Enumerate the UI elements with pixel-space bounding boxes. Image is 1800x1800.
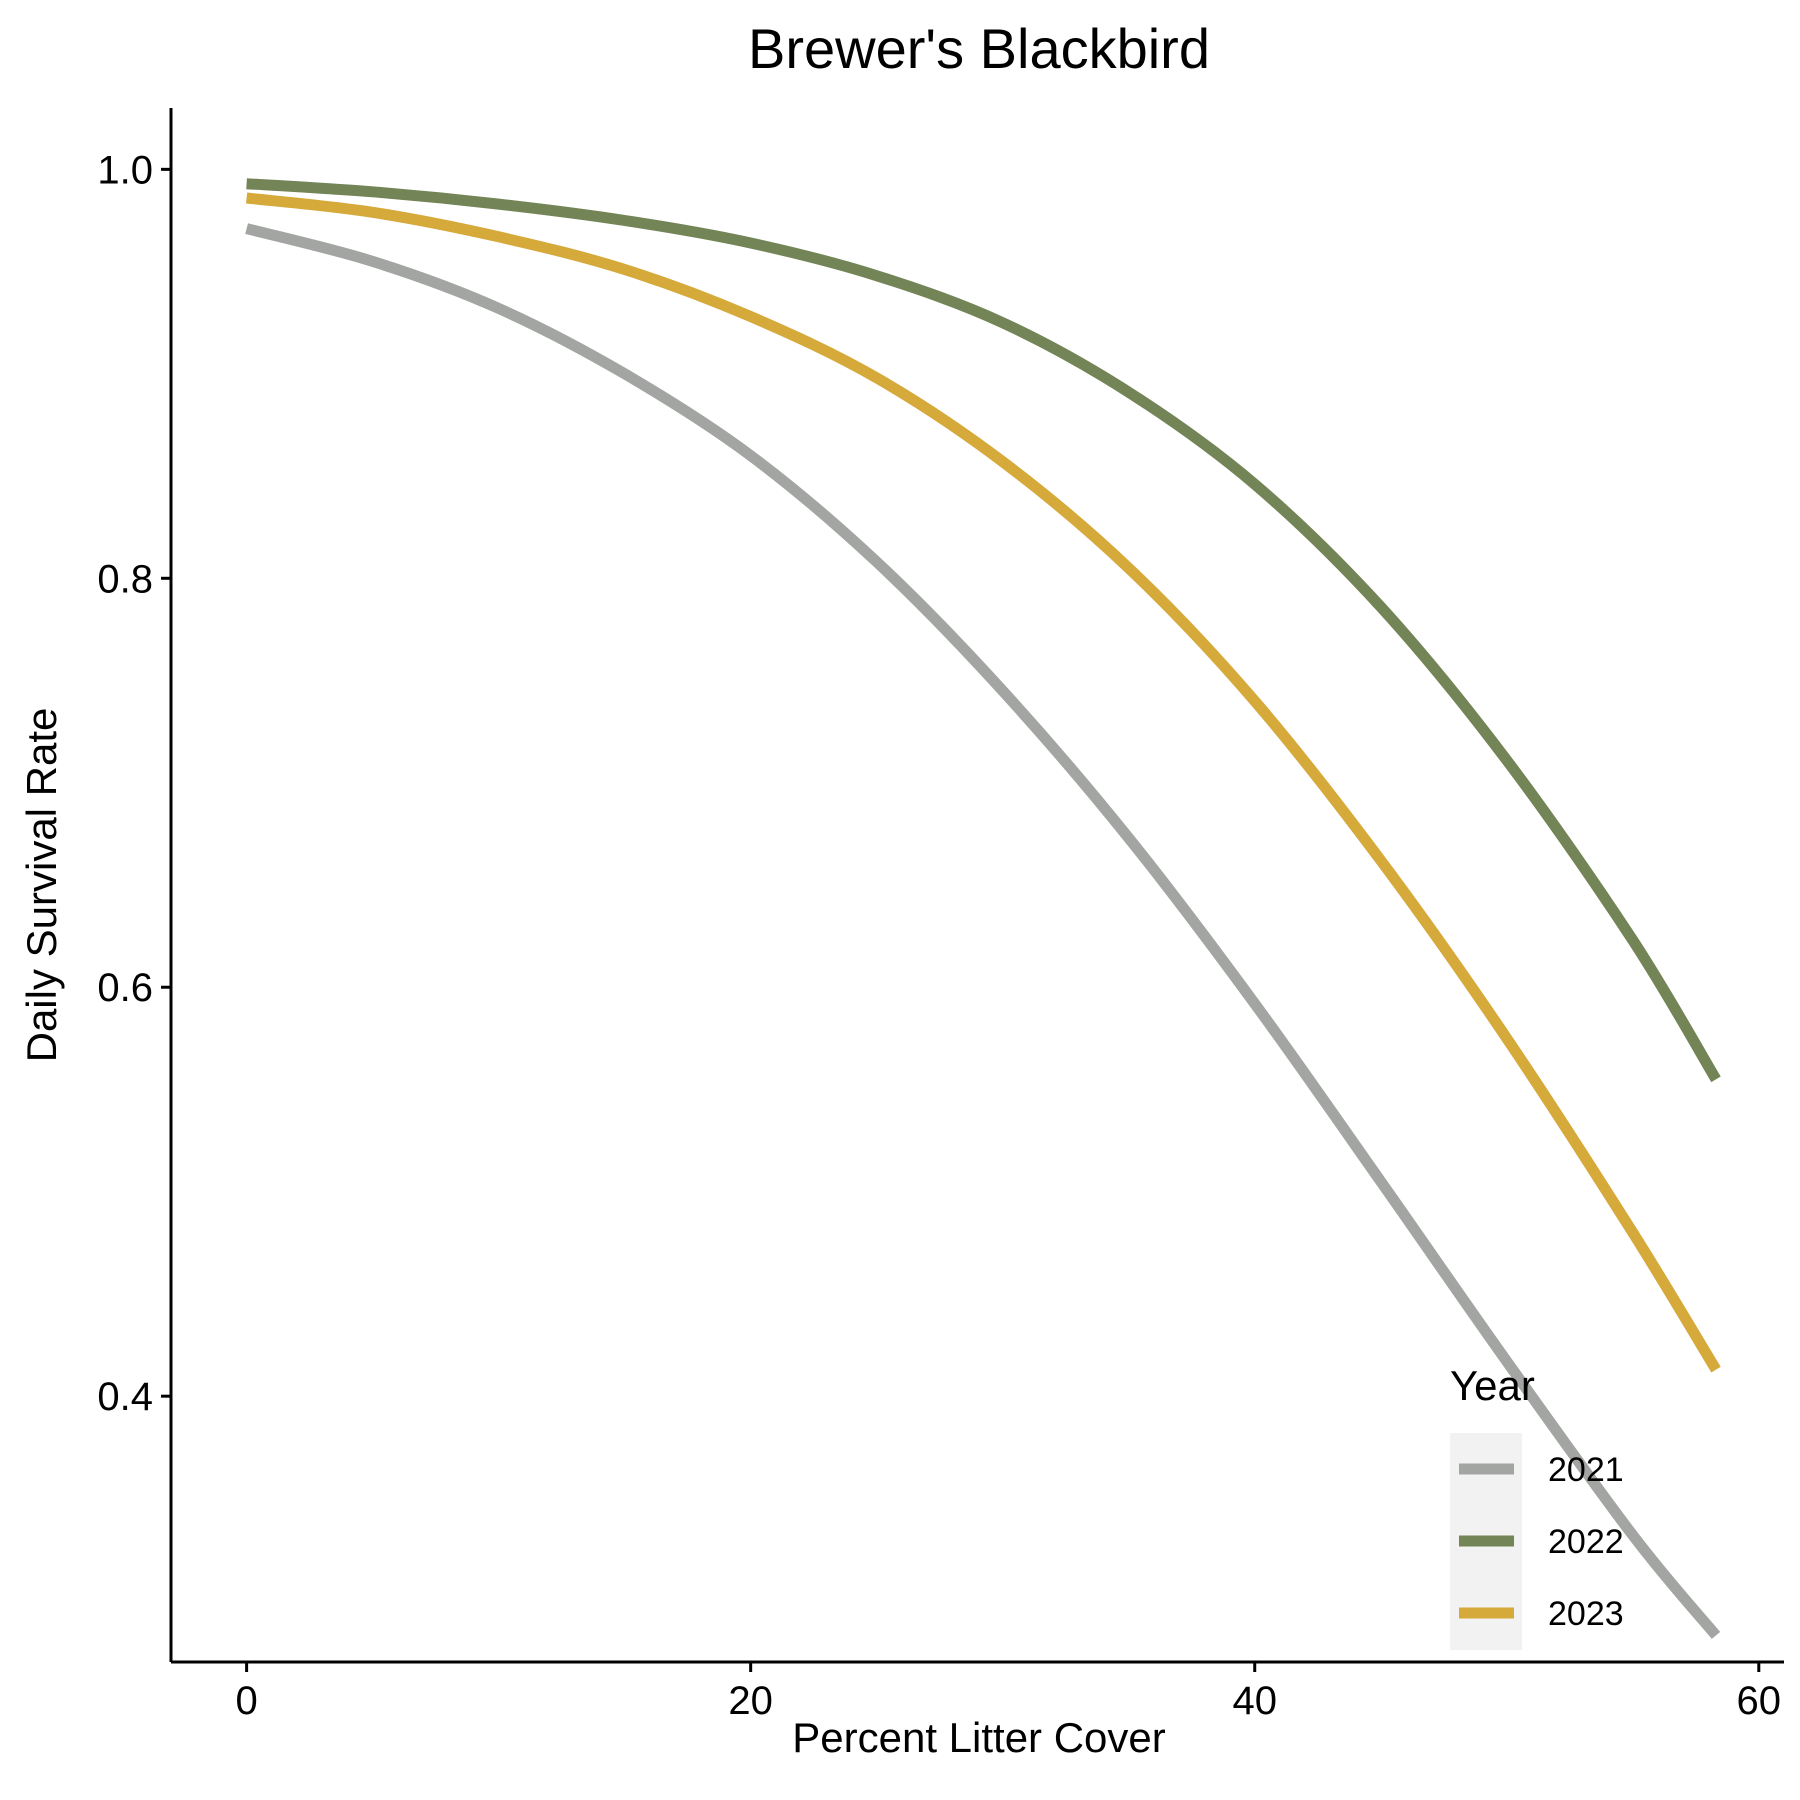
- legend: Year 2021 2022 2023: [1450, 1362, 1624, 1650]
- series-line-2021: [245, 223, 1721, 1639]
- chart-title: Brewer's Blackbird: [748, 17, 1210, 80]
- y-tick-label: 1.0: [97, 148, 153, 192]
- x-axis-title: Percent Litter Cover: [792, 1714, 1166, 1761]
- y-tick-label: 0.4: [97, 1375, 153, 1419]
- y-axis-title: Daily Survival Rate: [18, 708, 65, 1063]
- x-tick-label: 20: [728, 1679, 773, 1723]
- x-tick-label: 40: [1232, 1679, 1277, 1723]
- y-axis-ticks: 0.4 0.6 0.8 1.0: [97, 148, 171, 1419]
- legend-entries: 2021 2022 2023: [1459, 1451, 1624, 1633]
- legend-label-2023: 2023: [1548, 1595, 1624, 1633]
- legend-title: Year: [1450, 1362, 1535, 1409]
- legend-label-2022: 2022: [1548, 1523, 1624, 1561]
- x-tick-label: 0: [235, 1679, 257, 1723]
- plot-lines: [245, 178, 1721, 1639]
- y-tick-label: 0.8: [97, 557, 153, 601]
- series-line-2022: [246, 178, 1721, 1083]
- series-line-2023: [245, 192, 1721, 1373]
- x-tick-label: 60: [1737, 1679, 1782, 1723]
- y-tick-label: 0.6: [97, 966, 153, 1010]
- x-axis-ticks: 0 20 40 60: [235, 1662, 1781, 1723]
- legend-label-2021: 2021: [1548, 1451, 1624, 1489]
